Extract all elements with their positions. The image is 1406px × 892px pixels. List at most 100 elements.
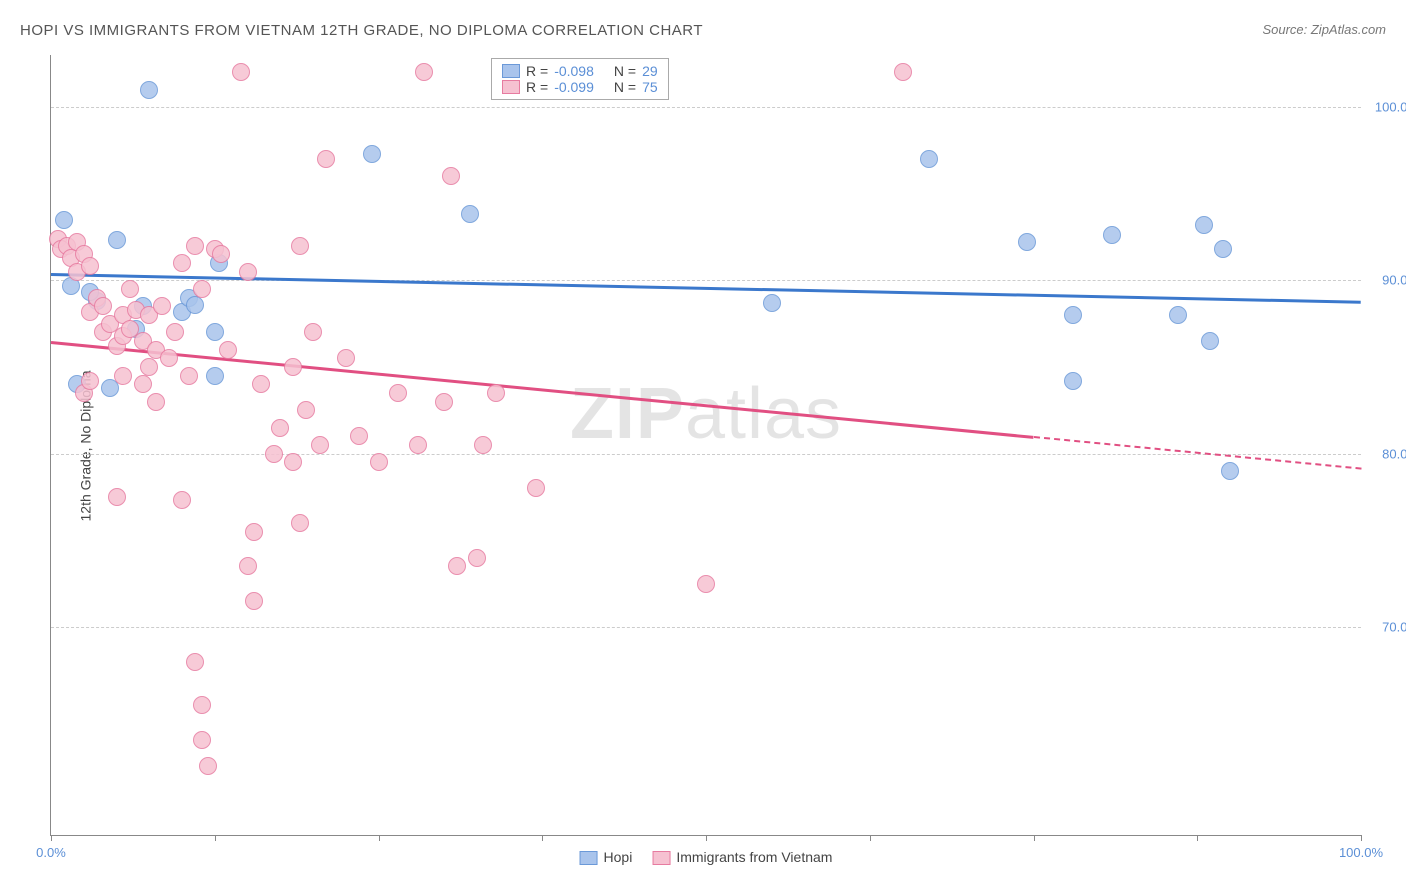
x-tick-mark bbox=[870, 835, 871, 841]
data-point bbox=[337, 349, 355, 367]
data-point bbox=[1221, 462, 1239, 480]
data-point bbox=[121, 280, 139, 298]
y-tick-label: 70.0% bbox=[1382, 620, 1406, 635]
data-point bbox=[370, 453, 388, 471]
x-tick-mark bbox=[379, 835, 380, 841]
data-point bbox=[920, 150, 938, 168]
series-legend: HopiImmigrants from Vietnam bbox=[580, 849, 833, 865]
stats-row: R = -0.099 N = 75 bbox=[502, 79, 658, 95]
gridline bbox=[51, 107, 1361, 108]
data-point bbox=[232, 63, 250, 81]
x-tick-mark bbox=[1197, 835, 1198, 841]
data-point bbox=[140, 358, 158, 376]
data-point bbox=[271, 419, 289, 437]
data-point bbox=[297, 401, 315, 419]
data-point bbox=[108, 231, 126, 249]
data-point bbox=[350, 427, 368, 445]
data-point bbox=[206, 367, 224, 385]
data-point bbox=[311, 436, 329, 454]
swatch-icon bbox=[502, 80, 520, 94]
data-point bbox=[153, 297, 171, 315]
data-point bbox=[363, 145, 381, 163]
x-tick-label: 100.0% bbox=[1339, 845, 1383, 860]
data-point bbox=[1018, 233, 1036, 251]
data-point bbox=[527, 479, 545, 497]
r-value: -0.099 bbox=[554, 79, 594, 95]
data-point bbox=[140, 81, 158, 99]
data-point bbox=[245, 592, 263, 610]
data-point bbox=[206, 323, 224, 341]
data-point bbox=[1201, 332, 1219, 350]
data-point bbox=[245, 523, 263, 541]
data-point bbox=[199, 757, 217, 775]
stats-legend: R = -0.098 N = 29 R = -0.099 N = 75 bbox=[491, 58, 669, 100]
data-point bbox=[252, 375, 270, 393]
data-point bbox=[108, 488, 126, 506]
data-point bbox=[894, 63, 912, 81]
data-point bbox=[147, 393, 165, 411]
data-point bbox=[1064, 306, 1082, 324]
data-point bbox=[180, 367, 198, 385]
data-point bbox=[81, 372, 99, 390]
data-point bbox=[212, 245, 230, 263]
data-point bbox=[160, 349, 178, 367]
data-point bbox=[193, 731, 211, 749]
data-point bbox=[284, 453, 302, 471]
y-tick-label: 90.0% bbox=[1382, 273, 1406, 288]
data-point bbox=[1103, 226, 1121, 244]
data-point bbox=[186, 237, 204, 255]
data-point bbox=[461, 205, 479, 223]
data-point bbox=[186, 296, 204, 314]
x-tick-mark bbox=[1034, 835, 1035, 841]
data-point bbox=[173, 254, 191, 272]
r-label: R = bbox=[526, 79, 548, 95]
data-point bbox=[468, 549, 486, 567]
swatch-icon bbox=[652, 851, 670, 865]
data-point bbox=[435, 393, 453, 411]
n-label: N = bbox=[614, 79, 636, 95]
data-point bbox=[317, 150, 335, 168]
swatch-icon bbox=[502, 64, 520, 78]
data-point bbox=[291, 514, 309, 532]
r-label: R = bbox=[526, 63, 548, 79]
source-label: Source: ZipAtlas.com bbox=[1262, 22, 1386, 37]
data-point bbox=[166, 323, 184, 341]
data-point bbox=[114, 367, 132, 385]
n-value: 75 bbox=[642, 79, 658, 95]
data-point bbox=[442, 167, 460, 185]
data-point bbox=[448, 557, 466, 575]
legend-item: Hopi bbox=[580, 849, 633, 865]
data-point bbox=[265, 445, 283, 463]
data-point bbox=[134, 375, 152, 393]
data-point bbox=[389, 384, 407, 402]
stats-row: R = -0.098 N = 29 bbox=[502, 63, 658, 79]
data-point bbox=[409, 436, 427, 454]
data-point bbox=[487, 384, 505, 402]
n-label: N = bbox=[614, 63, 636, 79]
x-tick-mark bbox=[706, 835, 707, 841]
r-value: -0.098 bbox=[554, 63, 594, 79]
data-point bbox=[304, 323, 322, 341]
data-point bbox=[219, 341, 237, 359]
data-point bbox=[173, 491, 191, 509]
trend-line bbox=[51, 341, 1034, 439]
y-tick-label: 80.0% bbox=[1382, 446, 1406, 461]
data-point bbox=[239, 263, 257, 281]
x-tick-mark bbox=[1361, 835, 1362, 841]
x-tick-mark bbox=[542, 835, 543, 841]
data-point bbox=[697, 575, 715, 593]
x-tick-mark bbox=[215, 835, 216, 841]
data-point bbox=[1169, 306, 1187, 324]
data-point bbox=[186, 653, 204, 671]
data-point bbox=[763, 294, 781, 312]
data-point bbox=[1064, 372, 1082, 390]
data-point bbox=[193, 280, 211, 298]
data-point bbox=[1214, 240, 1232, 258]
swatch-icon bbox=[580, 851, 598, 865]
y-tick-label: 100.0% bbox=[1375, 100, 1406, 115]
n-value: 29 bbox=[642, 63, 658, 79]
data-point bbox=[474, 436, 492, 454]
data-point bbox=[415, 63, 433, 81]
data-point bbox=[239, 557, 257, 575]
x-tick-mark bbox=[51, 835, 52, 841]
